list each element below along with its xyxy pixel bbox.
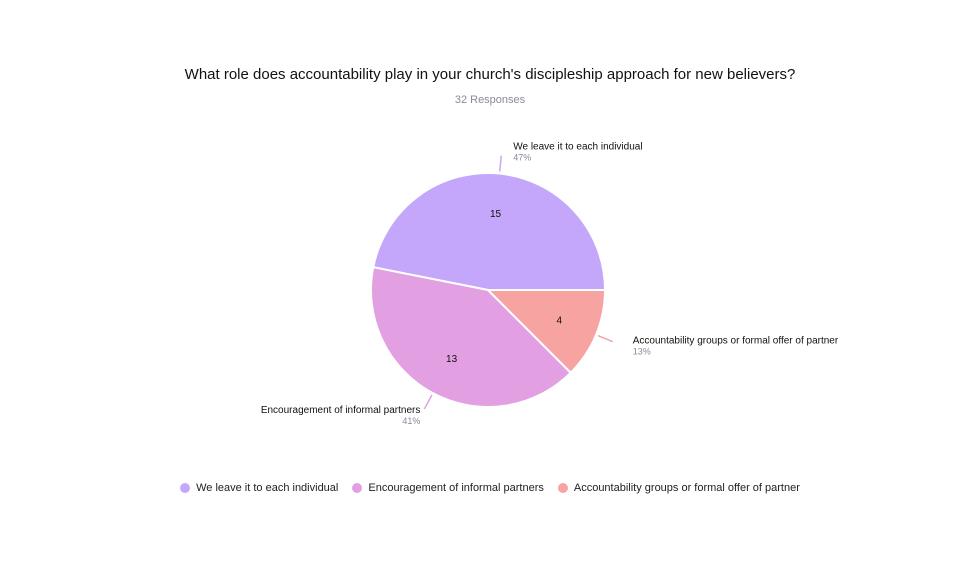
pie-slice-formal[interactable] xyxy=(485,289,607,375)
slice-category-label: Encouragement of informal partners xyxy=(261,405,421,416)
slice-leader-line xyxy=(597,334,614,343)
legend-label: Accountability groups or formal offer of… xyxy=(573,482,800,494)
slice-percent-label: 13% xyxy=(633,347,651,357)
legend-label: We leave it to each individual xyxy=(196,482,339,494)
legend-swatch xyxy=(557,483,568,493)
slice-leader-line xyxy=(423,394,433,410)
slice-category-label: Accountability groups or formal offer of… xyxy=(633,336,839,347)
slice-percent-label: 47% xyxy=(513,153,531,163)
legend-swatch xyxy=(352,483,363,493)
legend-item-informal[interactable]: Encouragement of informal partners xyxy=(352,482,544,494)
slice-leader-line xyxy=(498,155,502,172)
legend: We leave it to each individual Encourage… xyxy=(0,482,980,494)
slice-value-label: 4 xyxy=(557,316,563,327)
slice-value-label: 13 xyxy=(446,354,458,365)
legend-swatch xyxy=(180,483,191,493)
legend-item-formal[interactable]: Accountability groups or formal offer of… xyxy=(557,482,800,494)
pie-slice-informal[interactable] xyxy=(370,265,573,408)
legend-item-individual[interactable]: We leave it to each individual xyxy=(180,482,338,494)
slice-category-label: We leave it to each individual xyxy=(513,142,642,153)
legend-label: Encouragement of informal partners xyxy=(368,482,544,494)
chart-title: What role does accountability play in yo… xyxy=(184,66,796,83)
pie-slice-individual[interactable] xyxy=(372,172,607,291)
slice-percent-label: 41% xyxy=(402,416,420,426)
slice-value-label: 15 xyxy=(490,209,502,220)
chart-subtitle: 32 Responses xyxy=(454,94,526,106)
